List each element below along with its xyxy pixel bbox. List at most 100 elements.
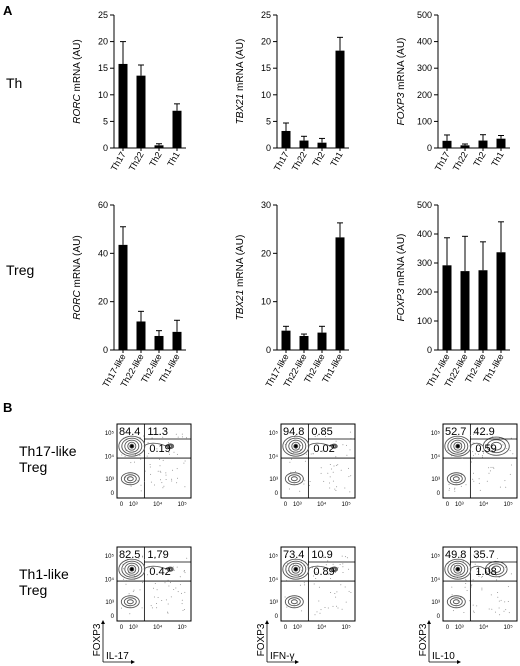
event-dot bbox=[165, 599, 167, 601]
event-dot bbox=[179, 584, 181, 586]
y-tick-label: 10⁴ bbox=[431, 577, 441, 584]
y-axis-label-unit: mRNA (AU) bbox=[72, 235, 83, 290]
bar bbox=[136, 321, 146, 350]
event-dot bbox=[163, 554, 165, 556]
y-tick-label: 10³ bbox=[269, 600, 278, 606]
event-dot bbox=[332, 480, 334, 482]
event-dot bbox=[460, 557, 462, 559]
x-tick-label: 10³ bbox=[293, 625, 302, 631]
event-dot bbox=[133, 575, 135, 577]
quadrant-ur-value: 42.9 bbox=[473, 426, 494, 438]
event-dot bbox=[301, 569, 303, 571]
event-dot bbox=[147, 442, 149, 444]
event-dot bbox=[344, 556, 346, 558]
quadrant-ul-value: 94.8 bbox=[283, 426, 304, 438]
event-dot bbox=[173, 451, 175, 453]
y-tick-label: 10 bbox=[261, 90, 271, 100]
flow-x-label: IL-17 bbox=[106, 651, 129, 662]
event-dot bbox=[348, 590, 350, 592]
x-tick-label: 10⁵ bbox=[342, 501, 352, 508]
quadrant-lr-value: 0.59 bbox=[475, 443, 496, 455]
flow-plot-r2-c1: 82.5 1.79 0.42 0 10³ 10⁴ 10⁵ 0 10³ 10⁴ 10⁵ bbox=[105, 546, 192, 631]
contour bbox=[447, 560, 469, 578]
event-dot bbox=[147, 574, 149, 576]
event-dot bbox=[177, 436, 179, 438]
x-tick-label: Th1 bbox=[165, 150, 181, 168]
event-dot bbox=[474, 453, 476, 455]
event-dot bbox=[165, 472, 167, 474]
y-tick-label: 0 bbox=[111, 491, 115, 497]
event-dot bbox=[141, 607, 143, 609]
flow-row-label-line1: Th17-like bbox=[19, 443, 77, 459]
event-dot bbox=[175, 587, 177, 589]
event-dot bbox=[317, 435, 319, 437]
event-dot bbox=[482, 576, 483, 578]
y-axis-label: RORC mRNA (AU) bbox=[72, 235, 83, 319]
event-dot bbox=[472, 604, 474, 606]
event-dot bbox=[336, 605, 337, 607]
contour bbox=[123, 597, 137, 607]
event-dot bbox=[184, 486, 186, 488]
event-dot bbox=[510, 437, 512, 439]
y-axis-label: FOXP3 mRNA (AU) bbox=[396, 234, 407, 322]
x-tick-label: 10⁴ bbox=[153, 624, 163, 631]
event-dot bbox=[159, 458, 160, 460]
y-axis-label-gene: RORC bbox=[72, 290, 83, 320]
event-dot bbox=[473, 480, 475, 482]
contour bbox=[331, 567, 338, 572]
event-dot bbox=[167, 612, 169, 614]
event-dot bbox=[504, 480, 506, 482]
event-dot bbox=[171, 480, 173, 482]
event-dot bbox=[505, 486, 507, 488]
event-dot bbox=[486, 480, 488, 482]
event-dot bbox=[315, 572, 317, 574]
event-dot bbox=[325, 572, 327, 574]
event-dot bbox=[478, 478, 480, 480]
event-dot bbox=[472, 579, 474, 581]
event-dot bbox=[472, 454, 474, 456]
bar bbox=[136, 75, 146, 148]
event-dot bbox=[322, 433, 324, 435]
bar bbox=[478, 140, 488, 148]
event-dot bbox=[124, 477, 126, 479]
event-dot bbox=[163, 485, 165, 487]
contour-bridge bbox=[469, 565, 486, 570]
contour bbox=[332, 444, 336, 448]
flow-row-label: Th1-like Treg bbox=[19, 566, 69, 598]
contour bbox=[455, 443, 461, 449]
event-dot bbox=[451, 586, 453, 588]
event-dot bbox=[332, 563, 334, 565]
event-dot bbox=[184, 591, 186, 593]
y-axis-label-gene: RORC bbox=[72, 94, 83, 124]
bar-chart-th-tbx21: 0 5 10 15 20 25 TBX21 mRNA (AU) Th17 Th22 Th2 Th1 bbox=[235, 10, 349, 173]
event-dot bbox=[507, 601, 509, 602]
event-dot bbox=[171, 478, 173, 480]
event-dot bbox=[151, 437, 153, 439]
event-dot bbox=[503, 610, 505, 612]
x-tick-label: Th2 bbox=[471, 150, 487, 168]
contour bbox=[330, 566, 339, 572]
y-tick-label: 10⁴ bbox=[269, 454, 279, 461]
event-dot bbox=[173, 569, 175, 571]
event-dot bbox=[183, 570, 185, 571]
quadrant-ur-value: 35.7 bbox=[473, 549, 494, 561]
event-dot bbox=[325, 564, 327, 566]
contour bbox=[121, 437, 143, 455]
contour bbox=[123, 474, 137, 484]
contour bbox=[118, 435, 146, 457]
event-dot bbox=[322, 557, 324, 559]
event-dot bbox=[285, 565, 287, 567]
contour bbox=[486, 439, 506, 454]
flow-row-label-line2: Treg bbox=[19, 582, 47, 598]
contour-bridge bbox=[307, 442, 332, 447]
event-dot bbox=[299, 584, 301, 586]
event-dot bbox=[176, 453, 178, 455]
y-tick-label: 5 bbox=[103, 116, 108, 126]
row-label-treg: Treg bbox=[6, 262, 34, 278]
event-dot bbox=[156, 603, 157, 604]
event-dot bbox=[130, 485, 132, 487]
event-dot bbox=[350, 475, 352, 477]
y-axis-label-gene: TBX21 bbox=[235, 94, 246, 125]
